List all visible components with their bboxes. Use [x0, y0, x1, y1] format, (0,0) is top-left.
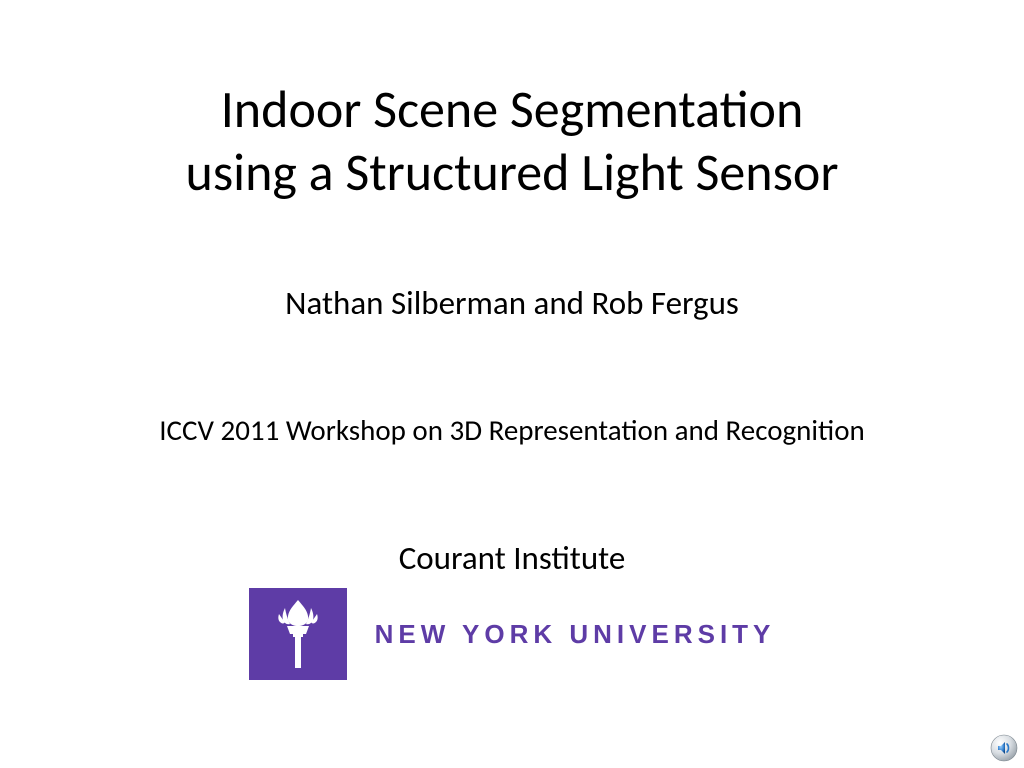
slide-title: Indoor Scene Segmentation using a Struct… — [0, 78, 1024, 205]
nyu-logo-row: NEW YORK UNIVERSITY — [0, 588, 1024, 680]
institute: Courant Institute — [0, 538, 1024, 578]
torch-icon — [273, 598, 323, 670]
authors: Nathan Silberman and Rob Fergus — [0, 283, 1024, 323]
workshop-line: ICCV 2011 Workshop on 3D Representation … — [0, 411, 1024, 450]
title-slide: Indoor Scene Segmentation using a Struct… — [0, 0, 1024, 768]
university-name: NEW YORK UNIVERSITY — [375, 619, 776, 650]
title-line-2: using a Structured Light Sensor — [186, 140, 839, 204]
audio-icon[interactable] — [990, 734, 1018, 762]
title-line-1: Indoor Scene Segmentation — [221, 77, 804, 141]
nyu-logo-square — [249, 588, 347, 680]
